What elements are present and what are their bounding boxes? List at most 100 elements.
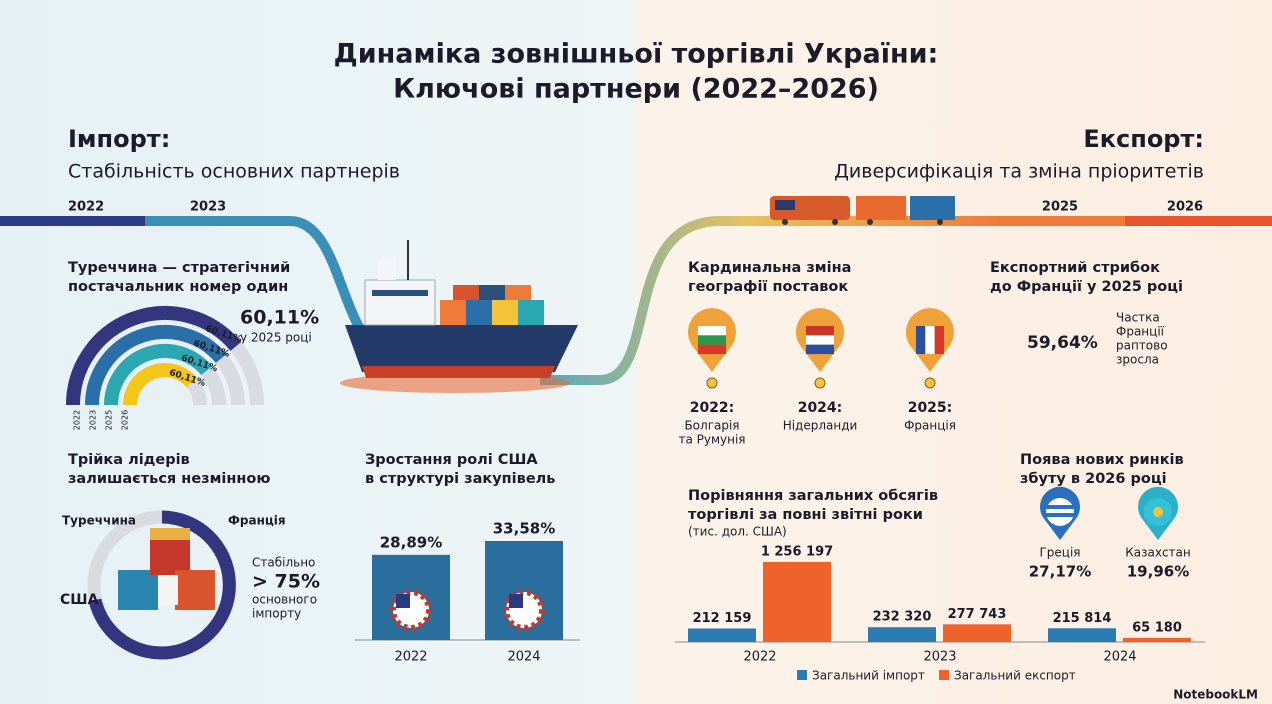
block-title: Порівняння загальних обсягів	[688, 488, 938, 504]
ring-year: 2023	[89, 410, 98, 430]
flag-stripe	[806, 335, 834, 345]
market-name: Казахстан	[1125, 546, 1191, 560]
bar	[1048, 628, 1116, 642]
ring-arc	[66, 306, 242, 406]
stop-label: Франція	[904, 419, 956, 433]
stop-year: 2022:	[690, 400, 735, 416]
block-title: Експортний стрибок	[990, 260, 1160, 276]
flag-stripe	[698, 326, 726, 336]
note: імпорту	[252, 607, 301, 621]
stop-label: Нідерланди	[783, 419, 858, 433]
legend-swatch	[939, 670, 949, 680]
partner-label: США	[60, 592, 99, 608]
ring-year: 2025	[105, 410, 114, 430]
timeline-year: 2025	[1042, 200, 1078, 215]
caption: у 2025 році	[240, 331, 312, 345]
block-title: географії поставок	[688, 279, 848, 295]
partner-label: Франція	[228, 514, 286, 528]
route-dot	[706, 377, 718, 389]
x-tick-label: 2023	[923, 650, 956, 665]
ship-illustration	[340, 240, 578, 393]
market-name: Греція	[1039, 546, 1080, 560]
watermark: NotebookLM	[1173, 688, 1258, 702]
caption: Франції	[1116, 325, 1165, 339]
flag-pins	[1039, 486, 1178, 540]
x-tick-label: 2022	[743, 650, 776, 665]
timeline-year: 2022	[68, 200, 104, 215]
flag-stripe	[916, 326, 926, 354]
bar	[763, 562, 831, 642]
block-title: Туреччина — стратегічний	[68, 260, 290, 276]
flag-icon	[396, 594, 410, 608]
ring-year: 2022	[73, 410, 82, 430]
train-illustration	[770, 196, 955, 225]
title: Ключові партнери (2022–2026)	[393, 74, 879, 105]
caption: зросла	[1116, 353, 1159, 367]
value-label: 1 256 197	[761, 545, 833, 560]
title: Динаміка зовнішньої торгівлі України:	[334, 39, 939, 70]
legend-swatch	[797, 670, 807, 680]
stop-label: та Румунія	[678, 433, 745, 447]
stop-label: Болгарія	[684, 419, 739, 433]
flag-stripe	[925, 326, 935, 354]
flag-icon	[509, 594, 523, 608]
flag-stripe	[806, 326, 834, 336]
usa-chart: 28,89% 2022 33,58% 2024	[355, 520, 580, 665]
timeline-segment	[1000, 216, 1125, 226]
x-tick-label: 2024	[1103, 650, 1136, 665]
market-value: 19,96%	[1127, 563, 1189, 581]
block-title: залишається незмінною	[68, 471, 271, 487]
x-tick-label: 2024	[507, 650, 540, 665]
value-label: 33,58%	[493, 520, 555, 538]
value-label: 28,89%	[380, 533, 442, 551]
caption: Частка	[1116, 311, 1160, 325]
flag-stripe	[698, 335, 726, 345]
timeline-year: 2023	[190, 200, 226, 215]
background-right	[636, 0, 1272, 704]
block-title: збуту в 2026 році	[1020, 471, 1167, 487]
bar	[868, 627, 936, 642]
stop-year: 2024:	[798, 400, 843, 416]
block-title: Зростання ролі США	[365, 452, 538, 468]
leaders-donut	[87, 510, 237, 660]
timeline-segment	[0, 216, 145, 226]
export-heading: Експорт:	[1083, 125, 1204, 153]
block-title: до Франції у 2025 році	[990, 279, 1183, 295]
value-label: 65 180	[1132, 620, 1182, 635]
value-label: 232 320	[873, 610, 932, 625]
block-title: Трійка лідерів	[68, 452, 190, 468]
timeline-segment	[1125, 216, 1272, 226]
caption: раптово	[1116, 339, 1168, 353]
timeline-year: 2026	[1167, 200, 1203, 215]
ring-arc	[123, 363, 198, 406]
flag-stripe	[934, 326, 945, 354]
bar	[943, 624, 1011, 642]
note: Стабільно	[252, 556, 315, 570]
import-heading: Імпорт:	[68, 125, 170, 153]
block-title: торгівлі за повні звітні роки	[688, 507, 923, 523]
bar	[1123, 637, 1191, 642]
note: основного	[252, 593, 317, 607]
block-title: Поява нових ринків	[1020, 452, 1184, 468]
legend-label: Загальний експорт	[954, 669, 1076, 683]
route-dot	[814, 377, 826, 389]
flag-stripe	[806, 344, 834, 355]
ring-arc	[85, 325, 227, 406]
partner-label: Туреччина	[62, 514, 136, 528]
market-value: 27,17%	[1029, 563, 1091, 581]
trade-chart: 2022 212 159 1 256 197 2023 232 320 277 743 20…	[675, 545, 1205, 683]
block-title: Кардинальна зміна	[688, 260, 851, 276]
timeline-route	[540, 216, 1000, 385]
value-label: 215 814	[1053, 611, 1112, 626]
ring-arc	[104, 344, 212, 406]
value-label: 277 743	[948, 607, 1007, 622]
flag-stripe	[698, 344, 726, 355]
block-title: постачальник номер один	[68, 279, 288, 295]
unit: (тис. дол. США)	[688, 525, 787, 539]
highlight-value: 59,64%	[1027, 333, 1098, 353]
legend-label: Загальний імпорт	[812, 669, 925, 683]
highlight-value: 60,11%	[240, 307, 319, 329]
